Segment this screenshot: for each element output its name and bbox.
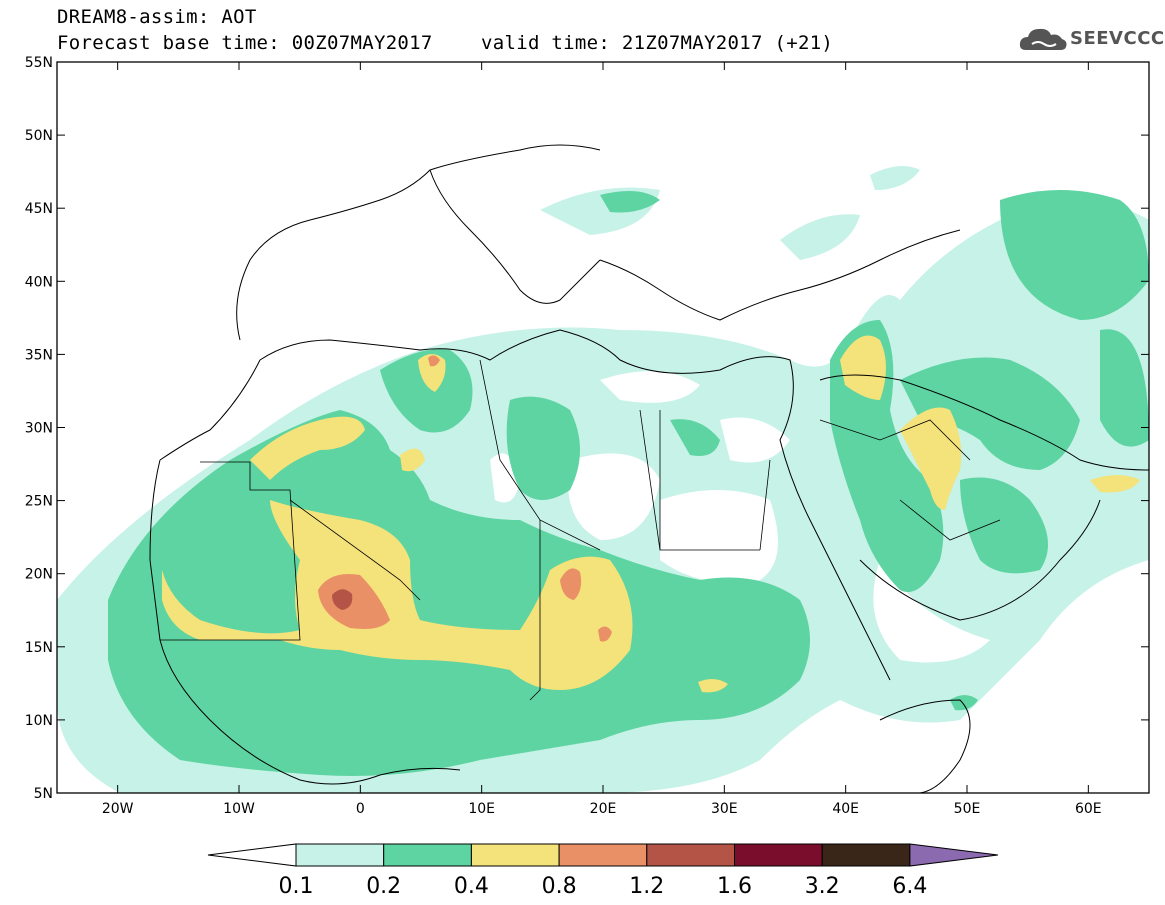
colorbar-box (734, 843, 823, 867)
colorbar-labels: 0.1 0.2 0.4 0.8 1.2 1.6 3.2 6.4 (279, 874, 928, 899)
aot-level-1.2 (332, 589, 353, 610)
colorbar-box (295, 843, 385, 867)
lon-tick-label: 10E (468, 801, 495, 817)
cloud-icon (1019, 28, 1067, 50)
colorbar-box (558, 843, 648, 867)
lat-tick-label: 45N (25, 201, 53, 217)
aot-field (57, 62, 1149, 793)
lat-tick-label: 30N (25, 421, 53, 437)
aot-level-0.2 (108, 190, 1149, 776)
colorbar-label: 0.2 (366, 874, 401, 899)
coastlines (149, 144, 1149, 793)
lon-tick-label: 0 (356, 801, 365, 817)
aot-level-0.4 (162, 335, 1140, 693)
colorbar-label: 3.2 (805, 874, 840, 899)
lat-tick-label: 50N (25, 128, 53, 144)
colorbar-label: 1.2 (629, 874, 664, 899)
aot-clear-areas (490, 371, 990, 663)
lat-tick-label: 15N (25, 640, 53, 656)
lon-tick-label: 30E (711, 801, 738, 817)
lon-tick-label: 20E (590, 801, 617, 817)
lon-tick-label: 40E (832, 801, 859, 817)
chart-title: DREAM8-assim: AOT (57, 6, 257, 28)
valid-time: valid time: 21Z07MAY2017 (+21) (481, 32, 834, 54)
lat-tick-label: 5N (34, 786, 53, 802)
lat-tick-label: 20N (25, 567, 53, 583)
latitude-axis: 55N 50N 45N 40N 35N 30N 25N 20N 15N 10N 5N (25, 55, 1149, 802)
seevccc-logo: SEEVCCC (1018, 22, 1164, 56)
colorbar-boxes (207, 843, 998, 867)
colorbar-box (821, 843, 911, 867)
logo-text: SEEVCCC (1070, 28, 1165, 49)
lat-tick-label: 40N (25, 274, 53, 290)
colorbar-box (646, 843, 735, 867)
colorbar-lower-arrow (207, 843, 297, 867)
colorbar-box (470, 843, 560, 867)
colorbar-label: 0.4 (454, 874, 489, 899)
lat-tick-label: 10N (25, 713, 53, 729)
forecast-base-time: Forecast base time: 00Z07MAY2017 (57, 32, 433, 54)
longitude-axis: 20W 10W 0 10E 20E 30E 40E 50E 60E (102, 62, 1102, 817)
lon-tick-label: 60E (1075, 801, 1102, 817)
colorbar-label: 0.8 (542, 874, 577, 899)
colorbar-upper-arrow (909, 843, 998, 867)
colorbar-label: 1.6 (717, 874, 752, 899)
colorbar-label: 6.4 (892, 874, 927, 899)
lon-tick-label: 20W (102, 801, 134, 817)
aot-level-0.8 (318, 355, 612, 642)
lon-tick-label: 50E (954, 801, 981, 817)
lon-tick-label: 10W (223, 801, 255, 817)
lat-tick-label: 35N (25, 347, 53, 363)
colorbar-box (383, 843, 472, 867)
lat-tick-label: 55N (25, 55, 53, 71)
lat-tick-label: 25N (25, 494, 53, 510)
country-borders (160, 359, 1001, 701)
colorbar-label: 0.1 (279, 874, 314, 899)
